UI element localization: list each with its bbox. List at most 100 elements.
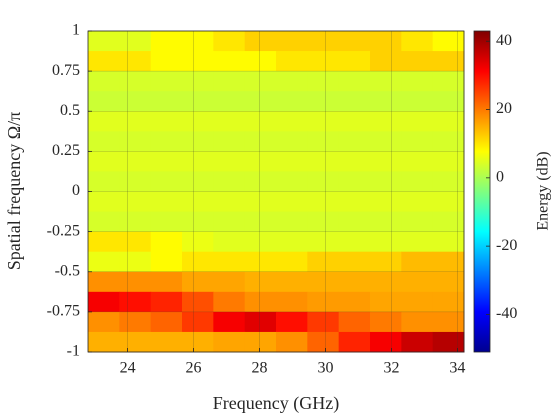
heat-cell — [338, 171, 371, 192]
heat-cell — [307, 91, 340, 112]
heat-cell — [150, 191, 183, 213]
heat-cell — [150, 171, 183, 192]
heat-cell — [370, 111, 402, 132]
heat-cell — [88, 231, 120, 253]
x-tick-label: 32 — [383, 360, 399, 377]
heat-cell — [276, 191, 308, 213]
heat-cell — [213, 291, 246, 313]
heat-cell — [307, 151, 340, 172]
heat-cell — [338, 91, 371, 112]
heat-cell — [432, 191, 465, 213]
heat-cell — [276, 131, 308, 152]
heat-cell — [88, 331, 120, 353]
heat-cell — [276, 271, 308, 293]
heat-cell — [370, 31, 402, 52]
heat-cell — [370, 71, 402, 92]
heat-cell — [213, 231, 246, 253]
heat-cell — [88, 51, 120, 72]
heat-cell — [401, 211, 434, 233]
heat-cell — [150, 331, 183, 353]
heat-cell — [88, 191, 120, 213]
heat-cell — [213, 271, 246, 293]
heat-cell — [432, 171, 465, 192]
heat-cell — [307, 171, 340, 192]
heat-cell — [370, 291, 402, 313]
heat-cell — [182, 211, 214, 233]
heat-cell — [88, 151, 120, 172]
heat-cell — [432, 131, 465, 152]
heat-cell — [150, 51, 183, 72]
x-axis-label: Frequency (GHz) — [213, 393, 339, 414]
heat-cell — [88, 311, 120, 333]
heat-cell — [119, 71, 152, 92]
heat-cell — [370, 311, 402, 333]
heat-cell — [244, 131, 277, 152]
heat-cell — [150, 231, 183, 253]
y-tick-label: 0.75 — [52, 62, 80, 79]
x-tick-label: 30 — [317, 360, 333, 377]
heat-cell — [338, 111, 371, 132]
heat-cell — [338, 31, 371, 52]
heat-cell — [150, 251, 183, 273]
heat-cell — [88, 91, 120, 112]
heat-cell — [338, 51, 371, 72]
heat-cell — [213, 51, 246, 72]
heat-cell — [401, 31, 434, 52]
heat-cell — [401, 111, 434, 132]
heat-cell — [370, 51, 402, 72]
heat-cell — [119, 91, 152, 112]
heat-cell — [401, 91, 434, 112]
heat-cell — [401, 151, 434, 172]
heat-cell — [182, 71, 214, 92]
heat-cell — [276, 211, 308, 233]
heat-cell — [119, 51, 152, 72]
heat-cell — [276, 311, 308, 333]
y-tick-label: -0.75 — [47, 303, 80, 320]
heat-cell — [307, 111, 340, 132]
heat-cell — [276, 231, 308, 253]
heat-cell — [276, 111, 308, 132]
heat-cell — [307, 211, 340, 233]
heat-cell — [338, 131, 371, 152]
heat-cell — [213, 31, 246, 52]
heat-cell — [119, 231, 152, 253]
heat-cell — [338, 331, 371, 353]
heat-cell — [432, 211, 465, 233]
heat-cell — [401, 291, 434, 313]
heat-cell — [182, 91, 214, 112]
heat-cell — [401, 311, 434, 333]
heat-cell — [276, 251, 308, 273]
heat-cell — [276, 91, 308, 112]
heat-cell — [338, 211, 371, 233]
heat-cell — [213, 111, 246, 132]
heat-cell — [182, 51, 214, 72]
heat-cell — [150, 271, 183, 293]
heat-cell — [307, 71, 340, 92]
heat-cell — [307, 291, 340, 313]
heat-cell — [182, 191, 214, 213]
heat-cell — [338, 251, 371, 273]
heat-cell — [370, 171, 402, 192]
heat-cell — [182, 231, 214, 253]
heat-cell — [150, 211, 183, 233]
heat-cell — [213, 151, 246, 172]
colorbar-tick-label: -20 — [496, 237, 517, 254]
x-tick-label: 34 — [449, 360, 465, 377]
heat-cell — [213, 71, 246, 92]
heat-cell — [182, 251, 214, 273]
heat-cell — [119, 331, 152, 353]
heat-cell — [276, 31, 308, 52]
heat-cell — [307, 131, 340, 152]
heat-cell — [307, 51, 340, 72]
colorbar-label: Energy (dB) — [535, 151, 552, 230]
heat-cell — [401, 331, 434, 353]
heat-cell — [213, 211, 246, 233]
heat-cell — [213, 191, 246, 213]
heat-cell — [338, 191, 371, 213]
heat-cell — [432, 251, 465, 273]
heat-cell — [370, 271, 402, 293]
heat-cell — [150, 131, 183, 152]
heat-cell — [338, 271, 371, 293]
heat-cell — [244, 191, 277, 213]
heat-cell — [88, 111, 120, 132]
